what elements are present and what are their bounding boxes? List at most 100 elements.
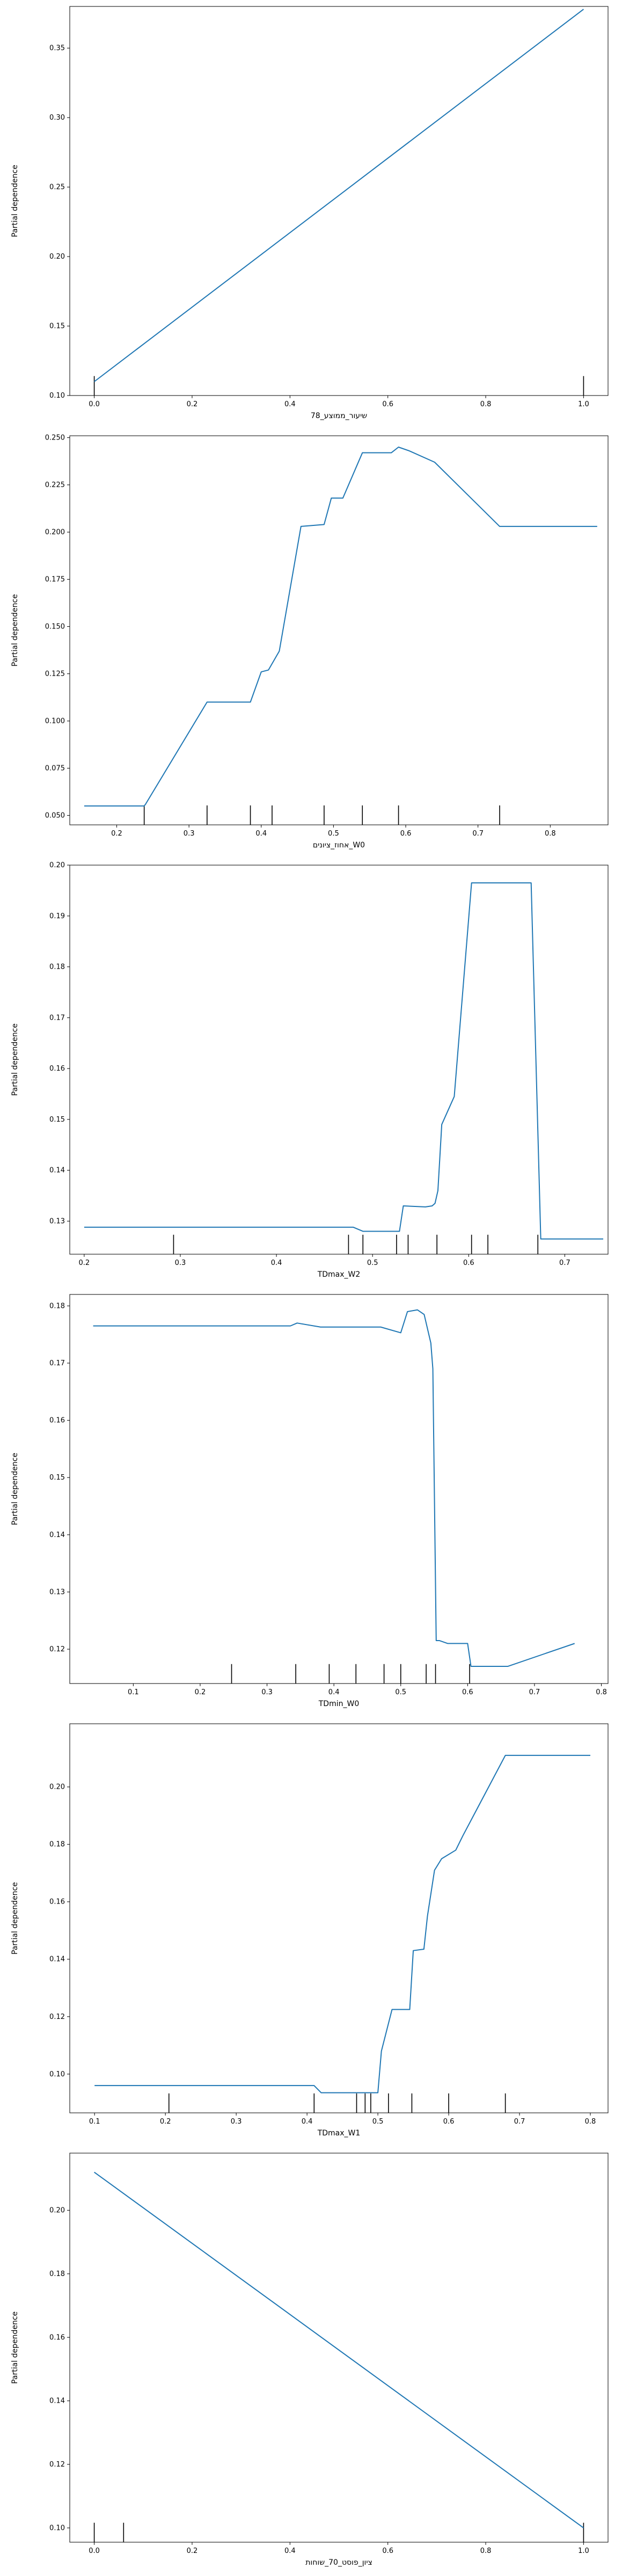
x-tick-label: 0.6 <box>400 830 412 838</box>
y-tick-label: 0.18 <box>49 1302 65 1310</box>
y-tick-label: 0.075 <box>45 764 65 772</box>
y-tick-label: 0.14 <box>49 1531 65 1539</box>
x-tick-label: 0.8 <box>480 2547 492 2555</box>
x-tick-label: 0.6 <box>463 1259 474 1267</box>
y-tick-label: 0.20 <box>49 253 65 261</box>
partial-dependence-line <box>84 447 597 807</box>
x-tick-label: 0.4 <box>284 400 296 408</box>
x-tick-label: 0.7 <box>559 1259 570 1267</box>
x-tick-label: 0.4 <box>255 830 267 838</box>
y-tick-label: 0.15 <box>49 323 65 331</box>
y-tick-label: 0.175 <box>45 575 65 583</box>
x-tick-label: 0.2 <box>187 2547 198 2555</box>
pdp-chart-3: 0.2 0.3 0.4 0.5 0.6 0.7 0.13 0.14 0.15 0.16 0.17 0.… <box>11 861 609 1279</box>
x-tick-label: 0.8 <box>585 2118 596 2126</box>
x-axis-label: שיעור_ממוצע_78 <box>311 412 367 420</box>
x-axis-label: TDmin_W0 <box>318 1700 359 1708</box>
y-tick-label: 0.17 <box>49 1014 65 1022</box>
y-tick-label: 0.16 <box>49 2333 65 2341</box>
x-tick-label: 0.3 <box>184 830 195 838</box>
y-axis-label: Partial dependence <box>11 1023 19 1096</box>
x-tick-label: 0.4 <box>302 2118 313 2126</box>
y-tick-label: 0.150 <box>45 623 65 631</box>
x-tick-label: 0.8 <box>480 400 492 408</box>
y-tick-label: 0.13 <box>49 1217 65 1225</box>
y-axis-label: Partial dependence <box>11 165 19 237</box>
axes-frame <box>69 435 609 825</box>
y-tick-label: 0.35 <box>49 45 65 53</box>
x-tick-label: 0.0 <box>89 400 100 408</box>
x-tick-label: 0.6 <box>382 2547 393 2555</box>
x-tick-label: 0.5 <box>367 1259 378 1267</box>
x-tick-label: 0.3 <box>261 1688 273 1696</box>
x-tick-label: 0.5 <box>372 2118 384 2126</box>
y-tick-label: 0.13 <box>49 1588 65 1596</box>
y-tick-label: 0.14 <box>49 2397 65 2405</box>
y-tick-label: 0.14 <box>49 1956 65 1964</box>
pdp-chart-4: 0.1 0.2 0.3 0.4 0.5 0.6 0.7 0.8 0.12 0.13 0.14 0.15… <box>11 1294 609 1708</box>
y-tick-label: 0.125 <box>45 670 65 678</box>
x-tick-label: 0.2 <box>160 2118 171 2126</box>
y-tick-label: 0.15 <box>49 1116 65 1124</box>
axes-frame <box>69 1294 609 1684</box>
y-tick-label: 0.30 <box>49 114 65 122</box>
y-tick-label: 0.18 <box>49 963 65 971</box>
x-tick-label: 0.4 <box>328 1688 340 1696</box>
y-tick-label: 0.10 <box>49 392 65 400</box>
x-tick-label: 0.2 <box>79 1259 90 1267</box>
partial-dependence-line <box>93 9 584 382</box>
x-tick-label: 0.2 <box>111 830 122 838</box>
x-tick-label: 0.7 <box>472 830 484 838</box>
x-tick-label: 0.4 <box>284 2547 296 2555</box>
y-tick-label: 0.12 <box>49 2013 65 2021</box>
y-axis-label: Partial dependence <box>11 1882 19 1955</box>
x-tick-label: 0.6 <box>462 1688 473 1696</box>
y-tick-label: 0.18 <box>49 2270 65 2278</box>
y-tick-label: 0.250 <box>45 434 65 442</box>
y-tick-label: 0.16 <box>49 1417 65 1425</box>
y-tick-label: 0.225 <box>45 481 65 489</box>
y-axis-label: Partial dependence <box>11 1453 19 1525</box>
y-axis-label: Partial dependence <box>11 594 19 667</box>
x-axis-label: TDmax_W1 <box>317 2129 361 2138</box>
y-tick-label: 0.200 <box>45 528 65 536</box>
y-tick-label: 0.20 <box>49 861 65 869</box>
axes-frame <box>69 865 609 1255</box>
y-tick-label: 0.050 <box>45 811 65 819</box>
pdp-chart-2: 0.2 0.3 0.4 0.5 0.6 0.7 0.8 0.050 0.075 0.100 0.12… <box>11 434 609 850</box>
x-tick-label: 0.0 <box>89 2547 100 2555</box>
y-tick-label: 0.16 <box>49 1065 65 1073</box>
y-tick-label: 0.16 <box>49 1898 65 1906</box>
partial-dependence-line <box>94 1754 591 2094</box>
y-axis-label: Partial dependence <box>11 2311 19 2384</box>
x-tick-label: 0.6 <box>443 2118 455 2126</box>
partial-dependence-line <box>94 2171 584 2529</box>
x-tick-label: 0.8 <box>596 1688 607 1696</box>
y-tick-label: 0.100 <box>45 717 65 725</box>
x-tick-label: 0.1 <box>128 1688 139 1696</box>
x-tick-label: 0.7 <box>514 2118 525 2126</box>
x-tick-label: 1.0 <box>578 2547 589 2555</box>
x-tick-label: 0.2 <box>195 1688 206 1696</box>
x-tick-label: 0.3 <box>231 2118 242 2126</box>
y-tick-label: 0.10 <box>49 2524 65 2532</box>
y-tick-label: 0.17 <box>49 1359 65 1367</box>
partial-dependence-line <box>93 1309 575 1667</box>
x-tick-label: 0.8 <box>545 830 556 838</box>
x-tick-label: 0.4 <box>271 1259 282 1267</box>
partial-dependence-line <box>84 882 604 1240</box>
y-tick-label: 0.14 <box>49 1167 65 1175</box>
x-tick-label: 0.3 <box>175 1259 186 1267</box>
y-tick-label: 0.20 <box>49 1783 65 1791</box>
axes-frame <box>69 6 609 396</box>
y-tick-label: 0.10 <box>49 2070 65 2079</box>
x-tick-label: 0.2 <box>187 400 198 408</box>
y-tick-label: 0.12 <box>49 2461 65 2469</box>
pdp-chart-1: 0.0 0.2 0.4 0.6 0.8 1.0 0.10 0.15 0.20 0.25 0.30 0.… <box>11 6 609 420</box>
y-tick-label: 0.15 <box>49 1474 65 1482</box>
y-tick-label: 0.25 <box>49 184 65 192</box>
x-axis-label: ציון_פוסט_70_שוחות <box>305 2558 372 2567</box>
x-tick-label: 0.6 <box>382 400 393 408</box>
x-tick-label: 0.5 <box>395 1688 406 1696</box>
